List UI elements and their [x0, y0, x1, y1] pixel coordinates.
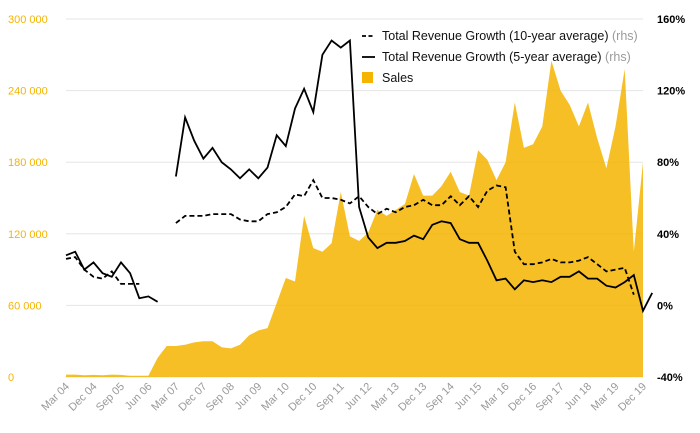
- x-tick-label: Sep 05: [94, 381, 127, 414]
- series-line-10yr-average: [65, 178, 635, 295]
- right-tick-label: 40%: [657, 229, 679, 241]
- x-tick-label: Mar 19: [589, 381, 622, 414]
- x-tick-label: Jun 15: [452, 381, 484, 413]
- right-tick-label: 80%: [657, 157, 679, 169]
- legend-label-avg10: Total Revenue Growth (10-year average) (…: [382, 29, 638, 43]
- left-axis: 0 60 000 120 000 180 000 240 000 300 000: [8, 14, 48, 384]
- left-tick-label: 0: [8, 372, 14, 384]
- sales-area: [66, 60, 643, 378]
- legend-label-sales: Sales: [382, 71, 413, 85]
- x-tick-label: Sep 14: [424, 381, 457, 414]
- legend-swatch-sales: [362, 72, 373, 83]
- right-tick-label: -40%: [657, 372, 683, 384]
- right-tick-label: 0%: [657, 300, 673, 312]
- x-tick-label: Jun 09: [233, 381, 265, 413]
- x-tick-label: Mar 16: [479, 381, 512, 414]
- legend-label-suffix: (rhs): [609, 29, 638, 43]
- x-tick-label: Dec 10: [286, 381, 319, 414]
- left-tick-label: 60 000: [8, 300, 42, 312]
- left-tick-label: 240 000: [8, 86, 48, 98]
- x-tick-label: Sep 08: [204, 381, 237, 414]
- legend-label-text: Total Revenue Growth (10-year average): [382, 29, 609, 43]
- left-tick-label: 180 000: [8, 157, 48, 169]
- legend-label-text: Total Revenue Growth (5-year average): [382, 50, 602, 64]
- legend: Total Revenue Growth (10-year average) (…: [362, 29, 638, 85]
- x-tick-label: Dec 16: [506, 381, 539, 414]
- x-tick-label: Mar 10: [259, 381, 292, 414]
- x-tick-label: Sep 11: [314, 381, 347, 414]
- right-axis: -40% 0% 40% 80% 120% 160%: [657, 14, 685, 384]
- x-tick-label: Jun 18: [562, 381, 594, 413]
- left-tick-label: 300 000: [8, 14, 48, 26]
- left-tick-label: 120 000: [8, 229, 48, 241]
- x-tick-label: Dec 04: [66, 381, 99, 414]
- x-tick-label: Mar 04: [39, 381, 72, 414]
- legend-label-text: Sales: [382, 71, 413, 85]
- right-tick-label: 120%: [657, 86, 685, 98]
- legend-label-avg5: Total Revenue Growth (5-year average) (r…: [382, 50, 631, 64]
- series-line-5yr-average: [65, 38, 654, 314]
- x-tick-label: Mar 07: [149, 381, 182, 414]
- right-tick-label: 160%: [657, 14, 685, 26]
- x-tick-label: Dec 07: [176, 381, 209, 414]
- x-tick-label: Dec 13: [396, 381, 429, 414]
- x-tick-label: Dec 19: [616, 381, 649, 414]
- legend-label-suffix: (rhs): [602, 50, 631, 64]
- x-tick-label: Sep 17: [534, 381, 567, 414]
- x-tick-label: Jun 12: [343, 381, 375, 413]
- x-tick-label: Jun 06: [123, 381, 155, 413]
- x-tick-label: Mar 13: [369, 381, 402, 414]
